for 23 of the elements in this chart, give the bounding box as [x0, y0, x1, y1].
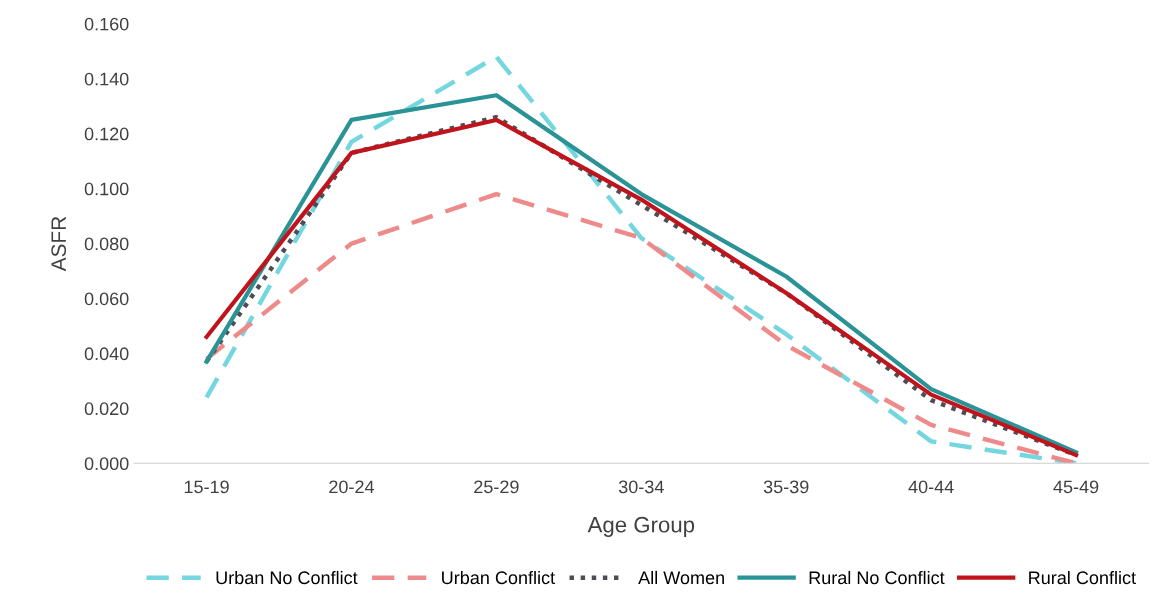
legend-label: Rural Conflict	[1029, 570, 1136, 585]
legend-label: All Women	[638, 570, 724, 585]
y-tick-label: 0.120	[84, 127, 129, 141]
x-tick-label: 35-39	[763, 480, 809, 494]
x-tick-label: 45-49	[1053, 480, 1099, 494]
y-tick-label: 0.100	[84, 182, 129, 196]
x-tick-label: 15-19	[184, 480, 229, 494]
x-tick-label: 30-34	[618, 480, 664, 494]
legend-label: Urban No Conflict	[216, 570, 358, 585]
y-tick-label: 0.040	[84, 347, 129, 361]
y-tick-label: 0.160	[84, 17, 129, 31]
legend-label: Urban Conflict	[442, 570, 555, 585]
x-tick-label: 40-44	[908, 480, 954, 494]
x-tick-label: 20-24	[329, 480, 375, 494]
x-tick-label: 25-29	[474, 480, 519, 494]
legend-label: Rural No Conflict	[809, 570, 945, 585]
y-tick-label: 0.020	[84, 402, 129, 416]
x-axis-title: Age Group	[587, 516, 695, 537]
y-tick-label: 0.080	[84, 237, 129, 251]
y-tick-label: 0.000	[84, 457, 129, 471]
y-axis-title: ASFR	[51, 216, 67, 272]
y-tick-label: 0.060	[84, 292, 129, 306]
y-tick-label: 0.140	[84, 72, 129, 86]
